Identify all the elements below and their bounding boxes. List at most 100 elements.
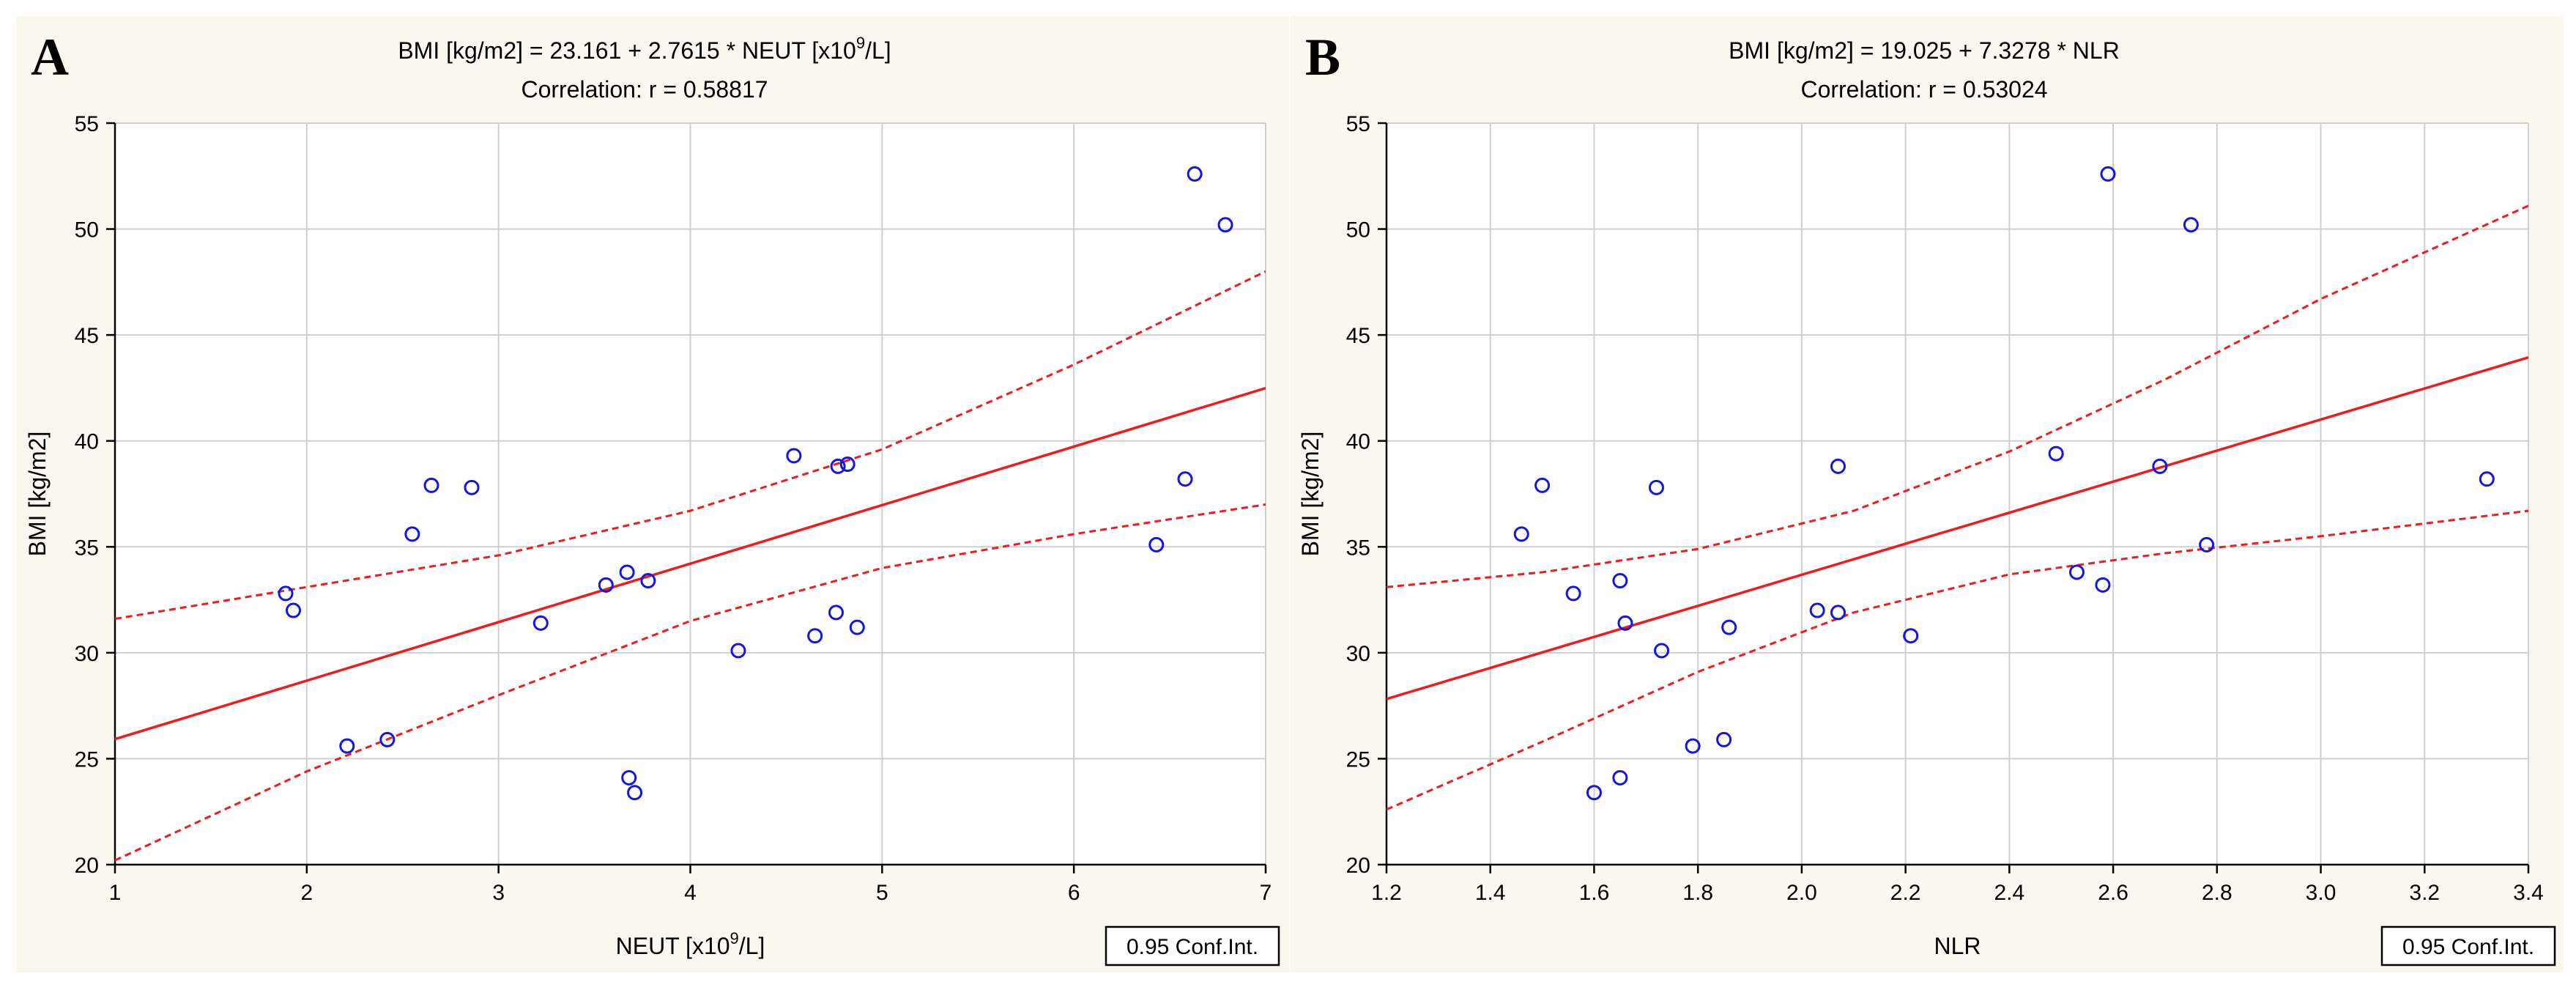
x-tick-label: 2.6 bbox=[2098, 881, 2128, 905]
x-tick-label: 1 bbox=[109, 881, 122, 905]
x-tick-label: 2 bbox=[300, 881, 313, 905]
legend-box bbox=[1105, 925, 1280, 966]
data-point bbox=[464, 479, 480, 495]
data-point bbox=[339, 738, 355, 754]
regression-equation-unit: /L] bbox=[865, 37, 891, 64]
data-point bbox=[619, 564, 635, 580]
y-axis-title: BMI [kg/m2] bbox=[1297, 432, 1324, 557]
y-tick-label: 30 bbox=[1346, 642, 1370, 666]
y-tick-label: 45 bbox=[75, 324, 99, 348]
x-tick-label: 3.0 bbox=[2306, 881, 2336, 905]
data-point bbox=[1513, 526, 1529, 542]
x-tick-label: 1.2 bbox=[1371, 881, 1402, 905]
data-point bbox=[379, 731, 396, 747]
x-axis-title-superscript: 9 bbox=[730, 929, 739, 947]
data-point bbox=[1586, 785, 1602, 801]
data-point bbox=[1534, 477, 1551, 493]
data-point bbox=[598, 577, 614, 593]
regression-equation: BMI [kg/m2] = 19.025 + 7.3278 * NLR bbox=[1729, 37, 2120, 64]
regression-line bbox=[1387, 356, 2528, 700]
regression-equation-text: BMI [kg/m2] = 23.161 + 2.7615 * NEUT [x1… bbox=[398, 37, 856, 64]
data-point bbox=[627, 785, 643, 801]
x-tick-label: 3.4 bbox=[2513, 881, 2544, 905]
data-point bbox=[1612, 573, 1628, 589]
data-point bbox=[1148, 536, 1165, 552]
correlation-label: Correlation: r = 0.53024 bbox=[1800, 76, 2047, 103]
data-point bbox=[278, 585, 294, 602]
correlation-label: Correlation: r = 0.58817 bbox=[521, 76, 768, 103]
x-axis-title: NEUT [x109/L] bbox=[616, 929, 765, 959]
data-point bbox=[1721, 619, 1737, 635]
data-point bbox=[1830, 458, 1846, 474]
data-point bbox=[1685, 738, 1701, 754]
y-axis-title: BMI [kg/m2] bbox=[24, 432, 51, 557]
y-tick-label: 45 bbox=[1346, 324, 1370, 348]
series-layer bbox=[115, 270, 1266, 862]
ci-lower-line bbox=[115, 503, 1266, 862]
x-tick-label: 7 bbox=[1260, 881, 1272, 905]
data-point bbox=[423, 477, 439, 493]
ci-upper-line bbox=[115, 270, 1266, 621]
x-tick-label: 6 bbox=[1068, 881, 1080, 905]
data-point bbox=[849, 619, 865, 635]
data-point bbox=[830, 458, 846, 474]
y-tick-label: 35 bbox=[1346, 536, 1370, 560]
data-point bbox=[1187, 166, 1203, 182]
panel-letter: A bbox=[31, 28, 69, 86]
data-point bbox=[404, 526, 420, 542]
y-tick-label: 40 bbox=[1346, 430, 1370, 454]
series-layer bbox=[1387, 204, 2528, 811]
x-axis-title: NLR bbox=[1934, 933, 1981, 959]
data-point bbox=[1617, 615, 1633, 631]
x-tick-label: 1.4 bbox=[1475, 881, 1506, 905]
data-point bbox=[2068, 564, 2085, 580]
x-axis-title-text: NEUT [x10 bbox=[616, 933, 730, 959]
y-tick-label: 20 bbox=[75, 854, 99, 878]
data-point bbox=[1654, 643, 1670, 659]
data-point bbox=[640, 573, 656, 589]
data-point bbox=[1830, 605, 1846, 621]
x-tick-label: 2.2 bbox=[1890, 881, 1921, 905]
data-point bbox=[532, 615, 549, 631]
legend-box bbox=[2380, 925, 2556, 966]
data-point bbox=[1809, 602, 1825, 618]
y-tick-label: 35 bbox=[75, 536, 99, 560]
regression-line bbox=[115, 387, 1266, 741]
data-point bbox=[1565, 585, 1581, 602]
y-tick-label: 20 bbox=[1346, 854, 1370, 878]
panel-b: 1.2 1.4 1.6 1.8 2.0 2.2 2.4 2.6 2.8 3.0 3.2 3.4 20 25… bbox=[1291, 16, 2564, 972]
x-tick-label: 2.4 bbox=[1994, 881, 2025, 905]
data-point bbox=[2095, 577, 2111, 593]
data-point bbox=[1612, 769, 1628, 785]
y-tick-label: 55 bbox=[1346, 112, 1370, 136]
regression-equation: BMI [kg/m2] = 23.161 + 2.7615 * NEUT [x1… bbox=[398, 34, 891, 64]
data-point bbox=[286, 602, 302, 618]
x-axis-title-text: NLR bbox=[1934, 933, 1981, 959]
data-point bbox=[1217, 217, 1233, 233]
data-point bbox=[2199, 536, 2215, 552]
x-axis-title-unit: /L] bbox=[739, 933, 765, 959]
data-point bbox=[1903, 628, 1919, 644]
data-point bbox=[1716, 731, 1732, 747]
data-point bbox=[828, 605, 844, 621]
y-tick-label: 50 bbox=[1346, 218, 1370, 243]
data-point bbox=[2048, 446, 2064, 462]
y-tick-label: 30 bbox=[75, 642, 99, 666]
x-tick-label: 3 bbox=[492, 881, 505, 905]
x-tick-label: 1.6 bbox=[1579, 881, 1610, 905]
data-point bbox=[621, 769, 637, 785]
data-point bbox=[2183, 217, 2199, 233]
data-point bbox=[807, 628, 823, 644]
data-point bbox=[839, 456, 855, 473]
data-point bbox=[2100, 166, 2116, 182]
data-point bbox=[730, 643, 746, 659]
data-point bbox=[1177, 471, 1193, 487]
y-tick-label: 25 bbox=[1346, 747, 1370, 772]
y-tick-label: 25 bbox=[75, 747, 99, 772]
x-tick-label: 4 bbox=[684, 881, 697, 905]
data-point bbox=[1648, 479, 1664, 495]
x-tick-label: 5 bbox=[876, 881, 888, 905]
regression-equation-text: BMI [kg/m2] = 19.025 + 7.3278 * NLR bbox=[1729, 37, 2120, 64]
